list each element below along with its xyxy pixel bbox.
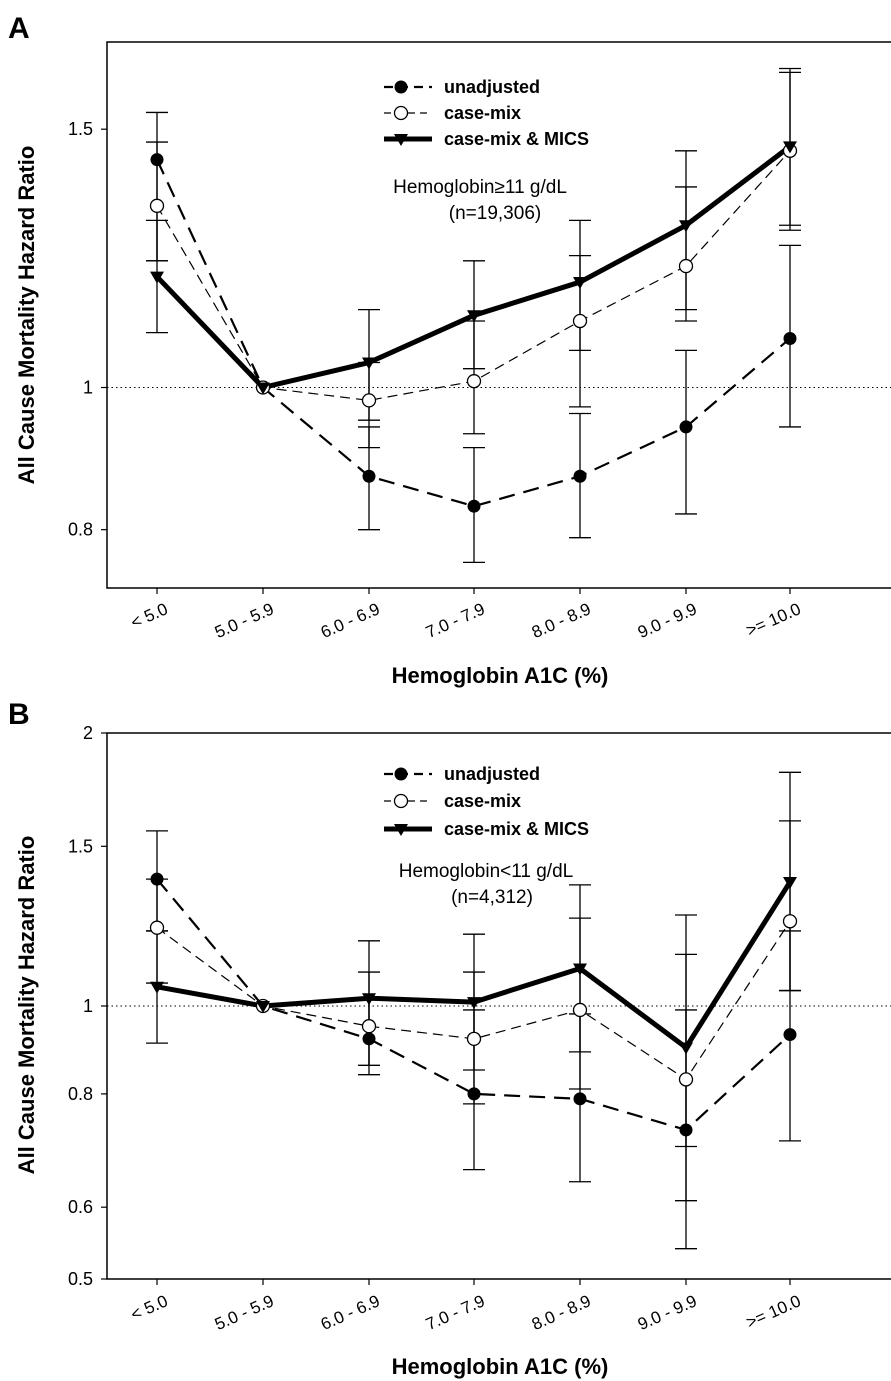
panel-b-y-tick-label: 0.8	[68, 1084, 93, 1104]
panel-a-annotation-line1: Hemoglobin≥11 g/dL	[393, 177, 567, 198]
panel-a-series-unadjusted-point	[467, 499, 481, 513]
panel-b-x-tick-label: 6.0 - 6.9	[318, 1291, 383, 1334]
panel-b-y-tick-label: 1.5	[68, 836, 93, 856]
panel-a-x-tick-label: 8.0 - 8.9	[529, 599, 594, 642]
panel-b-x-tick-label: 8.0 - 8.9	[529, 1291, 594, 1334]
panel-b-series-case-mix-point	[361, 1019, 377, 1034]
panel-b-series-case-mix-mics-point	[150, 981, 164, 994]
panel-a-series-unadjusted-point	[150, 153, 164, 167]
panel-b-x-tick-label: < 5.0	[128, 1291, 171, 1324]
panel-a-series-unadjusted-point	[362, 469, 376, 483]
panel-b-annotation-line2: (n=4,312)	[451, 887, 533, 908]
panel-b-y-tick-label: 2	[83, 723, 93, 743]
panel-b-legend-label-unadjusted: unadjusted	[444, 764, 540, 784]
panel-b-y-tick-label: 1	[83, 996, 93, 1016]
panel-b-series-case-mix-mics-point	[679, 1042, 693, 1055]
panel-a-legend: unadjusted case-mix case-mix & MICS	[384, 77, 589, 149]
panel-b-series-case-mix-point	[678, 1072, 694, 1087]
panel-b-y-tick-label: 0.5	[68, 1269, 93, 1289]
panel-a-series-case-mix-point	[466, 374, 482, 389]
panel-a-x-tick-label: >= 10.0	[743, 599, 803, 640]
panel-a-label: A	[8, 12, 30, 45]
panel-b-legend-label-case-mix-mics: case-mix & MICS	[444, 819, 589, 839]
panel-b-x-tick-label: 9.0 - 9.9	[635, 1291, 700, 1334]
panel-b-series-case-mix-mics-point	[783, 877, 797, 890]
panel-a-series-case-mix-mics-point	[256, 382, 270, 395]
panel-a-series-unadjusted-point	[679, 420, 693, 434]
panel-a-series-case-mix-mics-point	[150, 271, 164, 284]
panel-a-legend-label-unadjusted: unadjusted	[444, 77, 540, 97]
panel-a-legend-marker-unadjusted	[394, 80, 408, 94]
panel-a-y-tick-label: 1	[83, 378, 93, 398]
panel-b-series-unadjusted-point	[573, 1092, 587, 1106]
panel-b-series-unadjusted-point	[467, 1087, 481, 1101]
panel-a-x-tick-label: 5.0 - 5.9	[212, 599, 277, 642]
panel-b-y-axis-label: All Cause Mortality Hazard Ratio	[14, 836, 39, 1175]
panel-b-series-case-mix-mics-point	[362, 993, 376, 1006]
panel-b-label: B	[8, 698, 30, 731]
panel-b-legend-label-case-mix: case-mix	[444, 791, 521, 811]
panel-b-series-case-mix-point	[149, 920, 165, 935]
panel-b-series-case-mix-point	[572, 1002, 588, 1018]
panel-a-series-case-mix-point	[149, 198, 165, 213]
panel-a-legend-marker-case-mix	[393, 105, 409, 121]
panel-b-series-case-mix-mics-point	[467, 997, 481, 1010]
panel-a-y-axis-label: All Cause Mortality Hazard Ratio	[14, 146, 39, 485]
panel-a-x-axis-label: Hemoglobin A1C (%)	[392, 663, 609, 688]
panel-b-annotation-line1: Hemoglobin<11 g/dL	[399, 861, 573, 882]
panel-a-x-tick-label: 9.0 - 9.9	[635, 599, 700, 642]
panel-a-series-case-mix-point	[361, 393, 377, 408]
panel-b-y-tick-label: 0.6	[68, 1197, 93, 1217]
panel-a-series-case-mix-point	[678, 258, 694, 274]
panel-a-annotation-line2: (n=19,306)	[449, 203, 541, 224]
panel-b-legend: unadjusted case-mix case-mix & MICS	[384, 764, 589, 839]
panel-b-x-tick-label: >= 10.0	[743, 1291, 803, 1332]
panel-b-series-unadjusted-point	[362, 1032, 376, 1046]
panel-a-frame	[106, 41, 891, 589]
panel-a-series-case-mix-mics-point	[679, 220, 693, 233]
panel-b-legend-marker-unadjusted	[394, 767, 408, 781]
panel-a-legend-label-case-mix: case-mix	[444, 103, 521, 123]
panel-b-series-case-mix-point	[782, 914, 798, 929]
panel-a-x-tick-label: 7.0 - 7.9	[423, 599, 488, 642]
panel-a-x-tick-label: 6.0 - 6.9	[318, 599, 383, 642]
panel-a-series-case-mix-mics-point	[573, 277, 587, 290]
panel-a-series-case-mix-point	[572, 313, 588, 329]
panel-a-series-unadjusted-point	[573, 469, 587, 483]
panel-a-y-tick-label: 1.5	[68, 119, 93, 139]
panel-b-x-tick-label: 7.0 - 7.9	[423, 1291, 488, 1334]
panel-a-series-case-mix-mics-point	[783, 141, 797, 154]
panel-b-x-axis-label: Hemoglobin A1C (%)	[392, 1354, 609, 1379]
panel-b-x-tick-label: 5.0 - 5.9	[212, 1291, 277, 1334]
panel-a-plot: 0.8 1 1.5 < 5.0 5.0 - 5.9 6.0 - 6.9 7.0 - 7.9…	[68, 41, 891, 642]
panel-a-legend-label-case-mix-mics: case-mix & MICS	[444, 129, 589, 149]
panel-b-series-case-mix-point	[466, 1031, 482, 1046]
panel-a-series-case-mix-mics-point	[467, 310, 481, 323]
panel-b-series-case-mix-mics-point	[573, 963, 587, 976]
panel-a-series-case-mix-mics-point	[362, 357, 376, 370]
panel-b-series-unadjusted-point	[150, 872, 164, 886]
panel-a-x-tick-label: < 5.0	[128, 599, 171, 632]
panel-a-series-unadjusted-point	[783, 331, 797, 345]
panel-b-legend-marker-case-mix	[393, 793, 409, 809]
panel-b-plot: 0.5 0.6 0.8 1 1.5 2 < 5.0 5.0 - 5.9 6.0 - 6.9 7.…	[68, 723, 891, 1334]
panel-a-legend-marker-case-mix-mics	[394, 134, 408, 146]
panel-b-legend-marker-case-mix-mics	[394, 824, 408, 836]
panel-b-series-case-mix-mics-point	[256, 1001, 270, 1013]
panel-b-series-unadjusted-point	[679, 1123, 693, 1137]
panel-a-y-tick-label: 0.8	[68, 520, 93, 540]
panel-b-series-unadjusted-point	[783, 1028, 797, 1042]
